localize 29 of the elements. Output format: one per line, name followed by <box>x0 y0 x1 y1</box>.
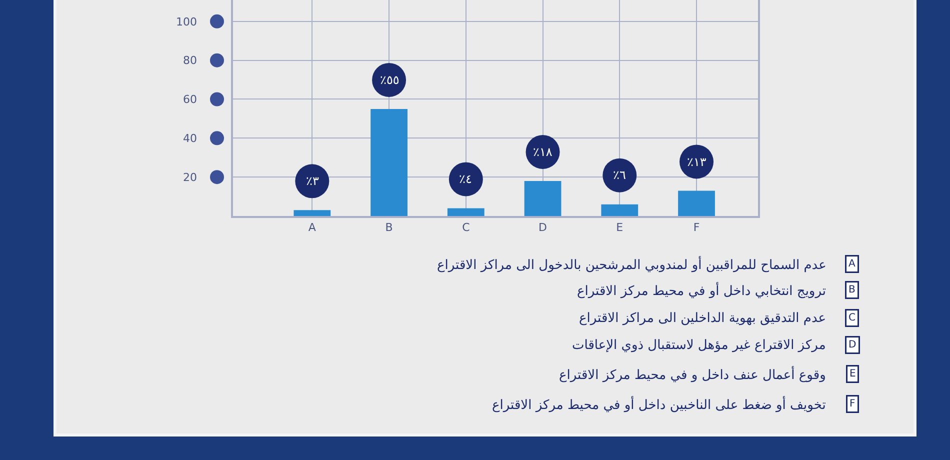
data-label: ٪٥٥ <box>380 73 400 87</box>
data-label: ٪١٣ <box>687 155 707 169</box>
data-label: ٪٦ <box>613 168 626 182</box>
text: وقوع أعمال عنف داخل و في محيط مركز الاقتراع <box>559 366 826 383</box>
category-label: A <box>848 258 856 270</box>
x-tick-label: F <box>693 220 700 234</box>
category-label: B <box>848 284 856 296</box>
category-label: C <box>848 312 856 324</box>
data-label: ٪٣ <box>306 174 320 188</box>
y-tick-label: 80 <box>183 54 198 68</box>
x-tick-label: A <box>308 220 316 234</box>
text: عدم السماح للمراقبين أو لمندوبي المرشحين بالدخول الى مراكز الاقتراع <box>437 256 826 273</box>
text: ترويج انتخابي داخل أو في محيط مركز الاقتراع <box>577 282 826 299</box>
text: مركز الاقتراع غير مؤهل لاستقبال ذوي الإعاقات <box>572 338 826 353</box>
y-tick-label: 60 <box>183 93 198 106</box>
category-label: E <box>850 368 856 380</box>
text: تخويف أو ضغط على الناخبين داخل أو في محيط مركز الاقتراع <box>492 396 826 413</box>
text: عدم التدقيق بهوية الداخلين الى مراكز الاقتراع <box>579 311 826 326</box>
y-tick-label: 40 <box>183 132 198 146</box>
data-label: ٪٤ <box>459 172 472 186</box>
data-label: ٪١٨ <box>533 145 553 159</box>
x-tick-label: E <box>616 220 624 234</box>
x-tick-label: D <box>538 220 548 234</box>
y-tick-label: 20 <box>183 170 198 184</box>
x-tick-label: C <box>462 220 470 234</box>
category-label: F <box>850 398 856 410</box>
x-tick-label: B <box>385 220 393 234</box>
category-label: D <box>848 340 856 350</box>
y-tick-label: 100 <box>176 15 198 28</box>
